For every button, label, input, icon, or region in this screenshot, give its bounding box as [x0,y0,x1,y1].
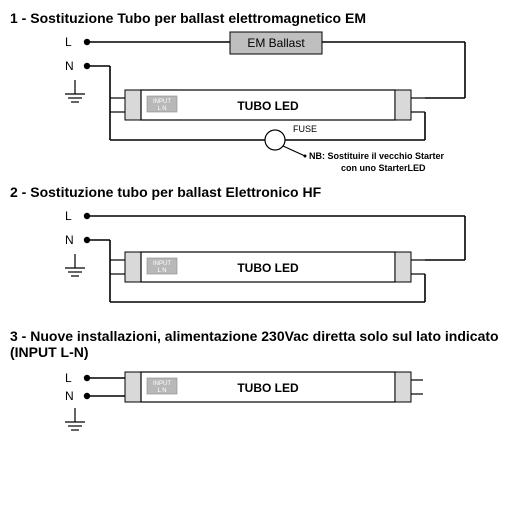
diagram-3: L N TUBO LED INPUT L N [25,362,505,442]
svg-text:INPUT: INPUT [153,261,171,267]
diagram-2: L N TUBO LED INPUT L N [25,202,505,322]
label-N: N [65,59,74,73]
label-L: L [65,35,72,49]
svg-text:L N: L N [157,268,166,274]
svg-text:TUBO LED: TUBO LED [237,381,299,395]
diagram-1: L N EM Ballast TUBO LED INPUT L N FUSE N… [25,28,505,178]
svg-text:L: L [65,371,72,385]
fuse-label: FUSE [293,124,317,134]
svg-text:INPUT: INPUT [153,381,171,387]
section1-title: 1 - Sostituzione Tubo per ballast elettr… [10,10,520,26]
section2-title: 2 - Sostituzione tubo per ballast Elettr… [10,184,520,200]
tube-label-1: TUBO LED [237,99,299,113]
svg-text:L N: L N [157,106,166,112]
section3-title: 3 - Nuove installazioni, alimentazione 2… [10,328,520,360]
svg-text:N: N [65,389,74,403]
starter-icon [265,130,285,150]
svg-text:TUBO LED: TUBO LED [237,261,299,275]
svg-text:L N: L N [157,388,166,394]
note-line2: con uno StarterLED [341,163,426,173]
em-ballast-label: EM Ballast [247,36,305,50]
note-line1: NB: Sostituire il vecchio Starter [309,151,445,161]
svg-text:N: N [65,233,74,247]
svg-text:INPUT: INPUT [153,99,171,105]
svg-text:L: L [65,209,72,223]
